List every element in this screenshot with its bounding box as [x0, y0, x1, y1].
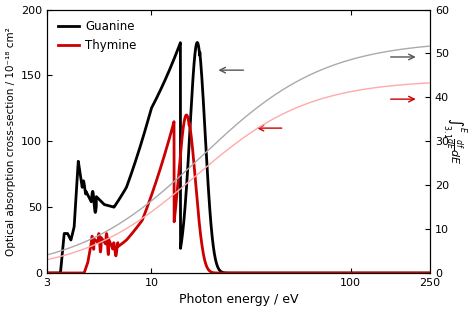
Line: Guanine: Guanine [47, 42, 430, 273]
Legend: Guanine, Thymine: Guanine, Thymine [53, 16, 141, 57]
Guanine [208, 218, 213, 222]
Guanine [88, 199, 93, 202]
Thymine [183, 113, 189, 117]
Guanine [44, 271, 50, 275]
Guanine [420, 271, 426, 275]
Guanine [194, 41, 200, 44]
Thymine [208, 270, 213, 274]
Thymine [191, 163, 197, 167]
Guanine [427, 271, 433, 275]
Y-axis label: $\int_{3.1}^{E} \frac{df}{dE} dE$: $\int_{3.1}^{E} \frac{df}{dE} dE$ [440, 117, 468, 165]
Y-axis label: Optical absorption cross-section / 10⁻¹⁸ cm²: Optical absorption cross-section / 10⁻¹⁸… [6, 27, 16, 256]
X-axis label: Photon energy / eV: Photon energy / eV [179, 294, 298, 306]
Guanine [110, 205, 116, 209]
Guanine [379, 271, 384, 275]
Guanine [191, 63, 197, 67]
Thymine [44, 271, 50, 275]
Thymine [379, 271, 384, 275]
Thymine [427, 271, 433, 275]
Thymine [110, 241, 116, 245]
Thymine [420, 271, 426, 275]
Thymine [88, 244, 93, 248]
Line: Thymine: Thymine [47, 115, 430, 273]
